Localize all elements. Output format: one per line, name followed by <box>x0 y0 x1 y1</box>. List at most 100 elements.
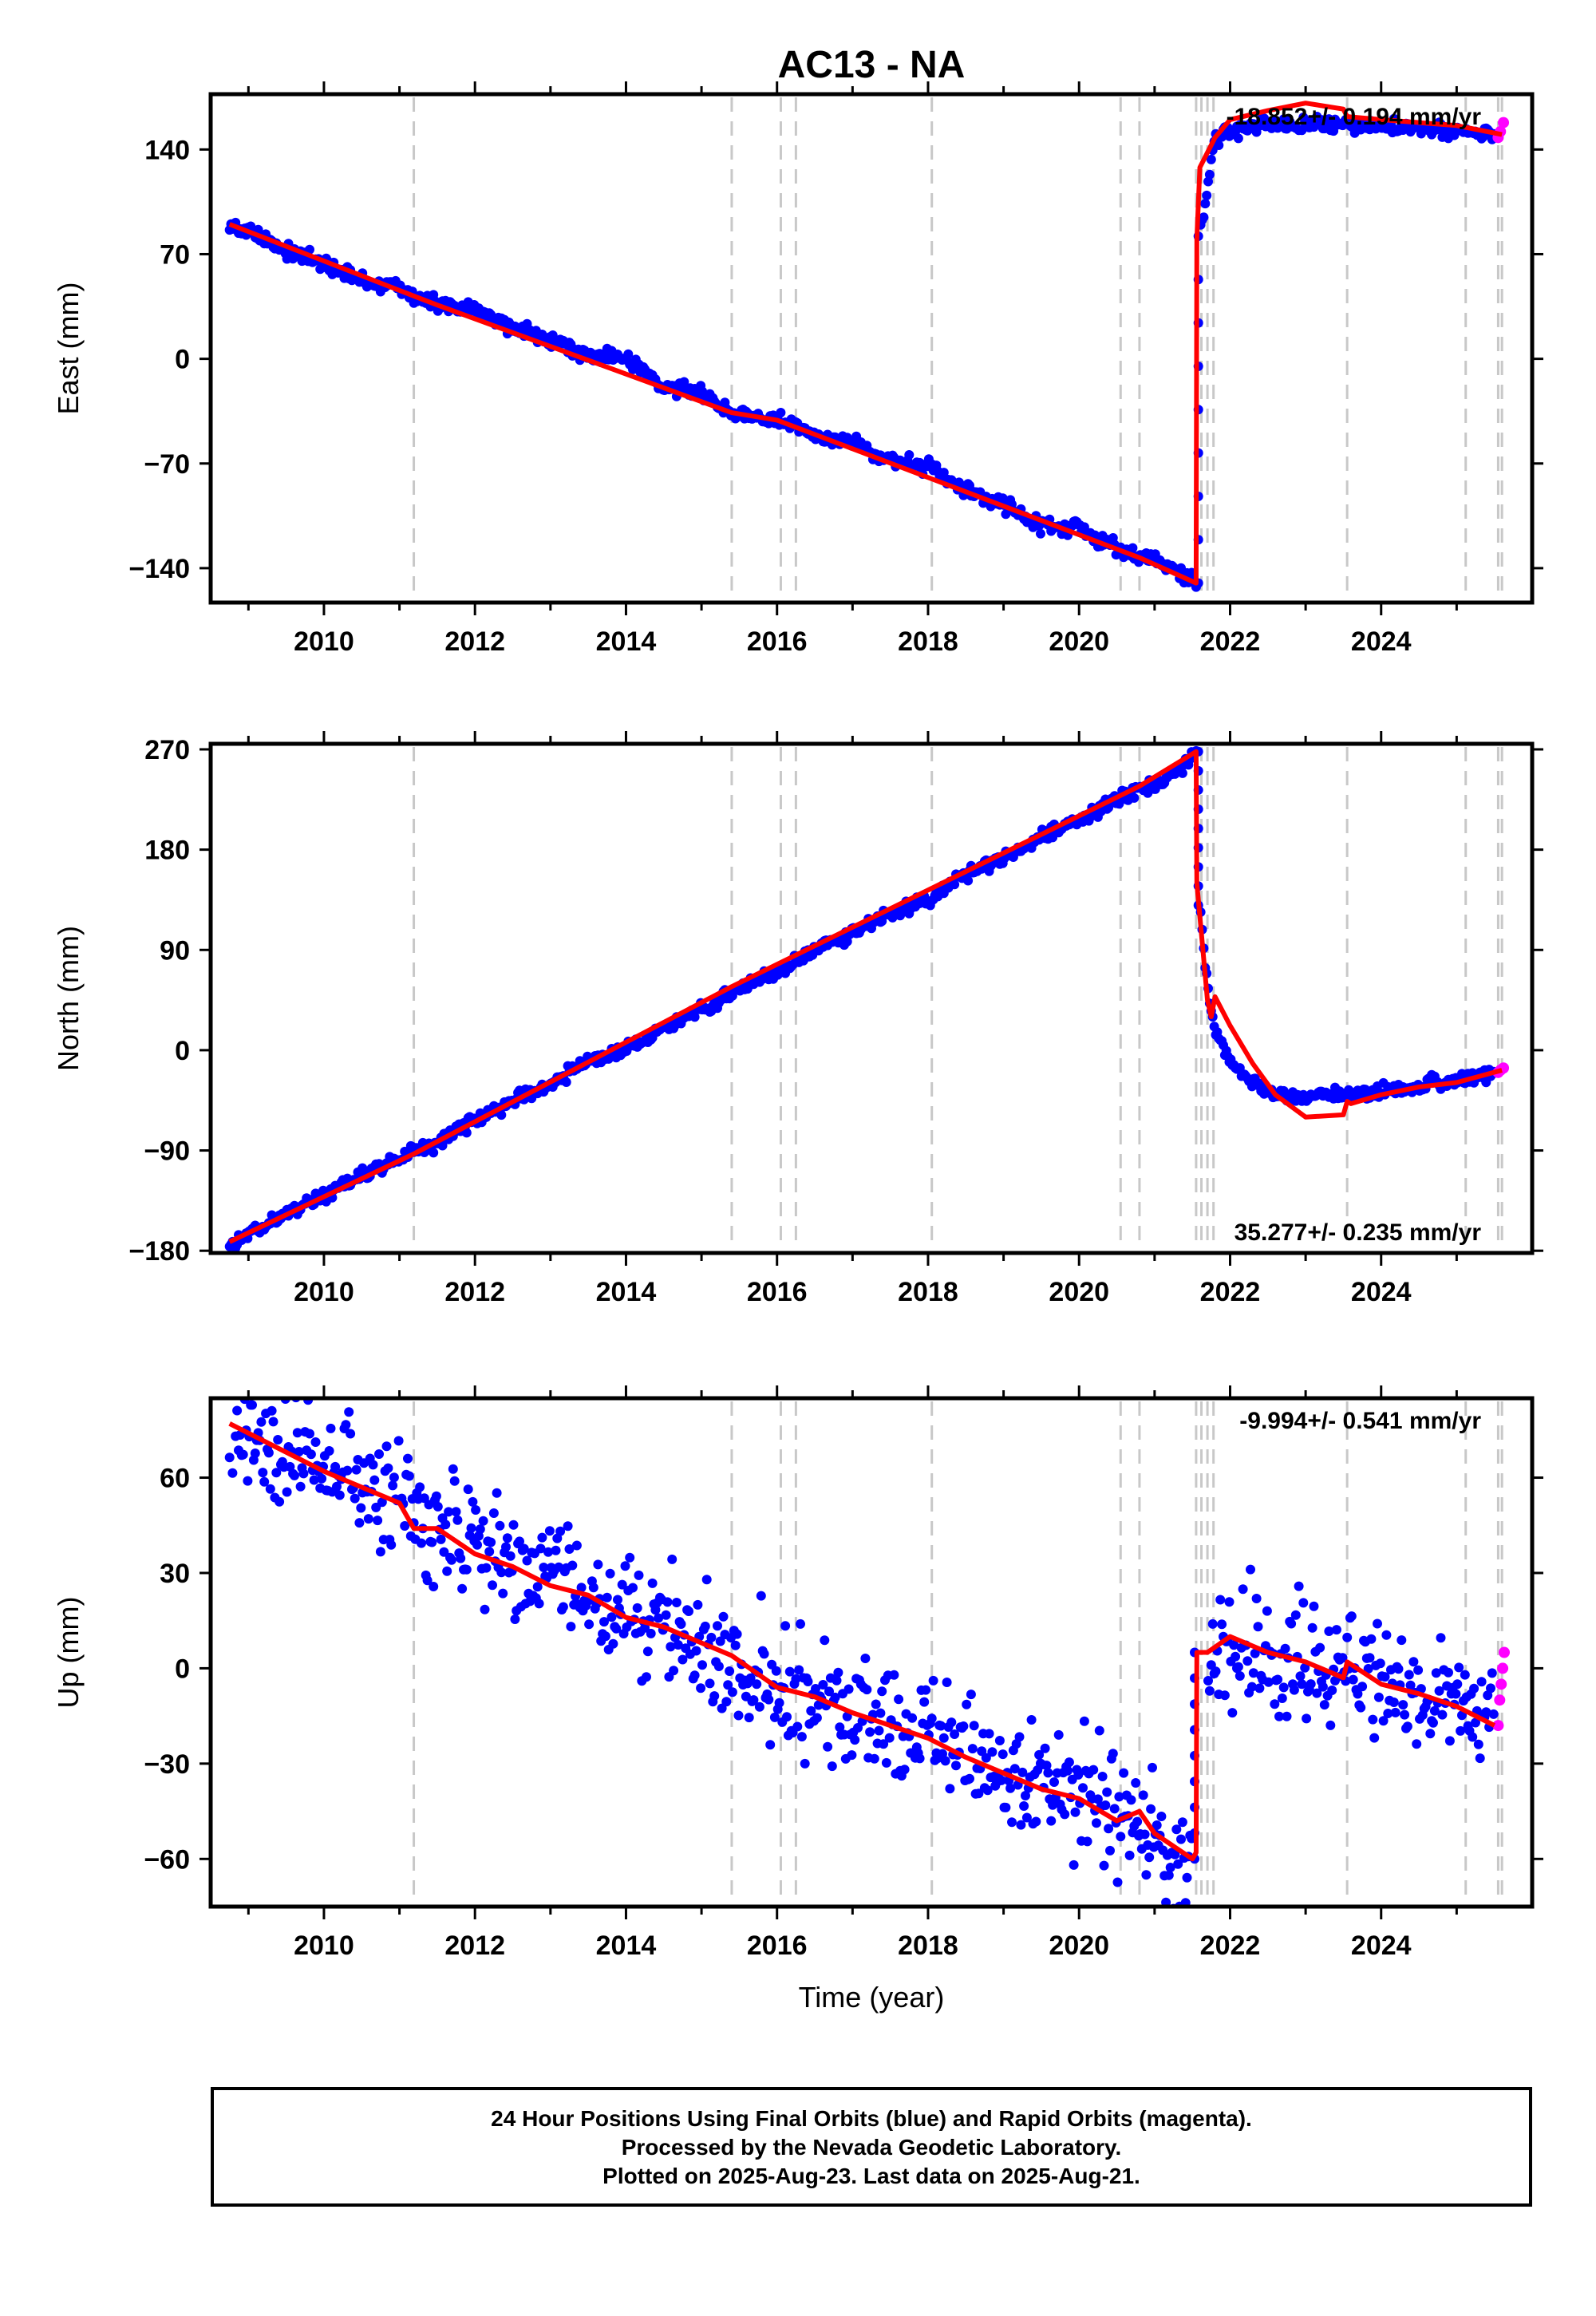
x-tick-label: 2018 <box>898 626 958 657</box>
final-orbit-point <box>1046 1816 1057 1826</box>
final-orbit-point <box>1132 1816 1143 1827</box>
final-orbit-point <box>247 1400 257 1410</box>
final-orbit-point <box>588 1583 598 1593</box>
final-orbit-point <box>341 1420 351 1430</box>
final-orbit-point <box>368 1460 378 1470</box>
final-orbit-point <box>566 1622 576 1632</box>
final-orbit-point <box>673 1640 683 1650</box>
final-orbit-point <box>700 1621 710 1631</box>
final-orbit-point <box>791 1674 801 1684</box>
final-orbit-point <box>1224 1597 1235 1607</box>
final-orbit-point <box>377 1497 387 1508</box>
footer-line-processed-by: Processed by the Nevada Geodetic Laborat… <box>621 2135 1122 2160</box>
final-orbit-point <box>676 1619 686 1629</box>
final-orbit-point <box>1429 1705 1440 1716</box>
final-orbit-point <box>701 1575 712 1585</box>
final-orbit-point <box>475 1524 485 1535</box>
x-tick-label: 2012 <box>444 1277 505 1307</box>
final-orbit-point <box>1203 1676 1213 1686</box>
final-orbit-point <box>994 1736 1005 1745</box>
final-orbit-point <box>697 1660 707 1670</box>
final-orbit-point <box>334 1490 345 1500</box>
final-orbit-point <box>1405 1680 1416 1690</box>
x-tick-label: 2010 <box>294 1277 354 1307</box>
final-orbit-point <box>1478 132 1488 142</box>
final-orbit-point <box>1262 1606 1272 1616</box>
final-orbit-point <box>258 1468 268 1478</box>
final-orbit-point <box>440 1520 451 1530</box>
final-orbit-point <box>451 1507 461 1517</box>
final-orbit-point <box>463 1484 473 1495</box>
x-tick-label: 2012 <box>444 626 505 657</box>
final-orbit-point <box>756 1591 766 1601</box>
final-orbit-point <box>1214 140 1224 150</box>
final-orbit-point <box>998 1749 1008 1760</box>
final-orbit-point <box>1273 1674 1283 1685</box>
final-orbit-point <box>1337 1653 1348 1663</box>
final-orbit-point <box>437 1140 448 1151</box>
final-orbit-point <box>602 1592 612 1603</box>
final-orbit-point <box>671 1598 681 1607</box>
final-orbit-point <box>691 1646 701 1656</box>
final-orbit-point <box>232 1405 243 1416</box>
final-orbit-point <box>383 1463 393 1473</box>
final-orbit-point <box>1007 1817 1017 1828</box>
final-orbit-point <box>429 1148 439 1158</box>
footer-info-box: 24 Hour Positions Using Final Orbits (bl… <box>211 2087 1532 2207</box>
final-orbit-point <box>354 1518 365 1528</box>
final-orbit-point <box>429 1582 439 1591</box>
final-orbit-point <box>640 1622 650 1633</box>
final-orbit-point <box>1207 1618 1218 1629</box>
final-orbit-point <box>721 1697 732 1707</box>
final-orbit-point <box>561 1077 571 1087</box>
final-orbit-point <box>227 1468 238 1478</box>
final-orbit-point <box>1156 1812 1167 1821</box>
final-orbit-point <box>1390 1707 1400 1717</box>
final-orbit-point <box>620 1561 630 1571</box>
final-orbit-point <box>1180 1898 1191 1907</box>
final-orbit-point <box>227 1365 236 1374</box>
final-orbit-point <box>1105 1845 1115 1856</box>
final-orbit-point <box>1369 1733 1380 1743</box>
final-orbit-point <box>723 1680 733 1690</box>
final-orbit-point <box>544 1526 555 1536</box>
final-orbit-point <box>1152 1820 1162 1830</box>
panel-frame <box>208 1396 1535 1909</box>
final-orbit-point <box>1069 1860 1079 1870</box>
final-orbit-point <box>705 1678 715 1689</box>
final-orbit-point <box>263 1448 274 1458</box>
final-orbit-point <box>466 1523 476 1533</box>
final-orbit-point <box>1119 1768 1129 1778</box>
final-orbit-point <box>480 1604 490 1614</box>
final-orbit-point <box>689 1670 700 1681</box>
model-fit-line <box>228 749 1503 1244</box>
final-orbit-point <box>498 1588 508 1599</box>
footer-line-orbits: 24 Hour Positions Using Final Orbits (bl… <box>491 2106 1252 2131</box>
final-orbit-point <box>605 1568 615 1579</box>
y-tick-label: −140 <box>128 554 190 584</box>
x-tick-label: 2014 <box>596 1277 657 1307</box>
final-orbit-point <box>792 1721 803 1732</box>
final-orbit-point <box>292 1428 302 1438</box>
final-orbit-point <box>847 1750 857 1761</box>
final-orbit-point <box>1346 1611 1357 1622</box>
panel-frame <box>208 92 1535 605</box>
y-tick-label: 180 <box>144 836 190 866</box>
final-orbit-point <box>452 1515 463 1525</box>
final-orbit-point <box>1389 1697 1399 1707</box>
final-orbit-point <box>1001 1802 1011 1812</box>
final-orbit-point <box>713 1621 722 1631</box>
final-orbit-point <box>874 1725 884 1736</box>
x-tick-label: 2024 <box>1351 626 1412 657</box>
x-tick-label: 2024 <box>1351 1277 1412 1307</box>
final-orbit-point <box>1375 1658 1385 1669</box>
x-tick-label: 2020 <box>1049 1931 1109 1961</box>
final-orbit-point <box>1456 1725 1466 1736</box>
final-orbit-point <box>782 1712 792 1722</box>
final-orbit-point <box>1250 1648 1260 1658</box>
final-orbit-point <box>332 1481 342 1492</box>
final-orbit-point <box>963 875 974 886</box>
final-orbit-point <box>1253 1622 1263 1632</box>
final-orbit-point <box>1019 1801 1029 1811</box>
